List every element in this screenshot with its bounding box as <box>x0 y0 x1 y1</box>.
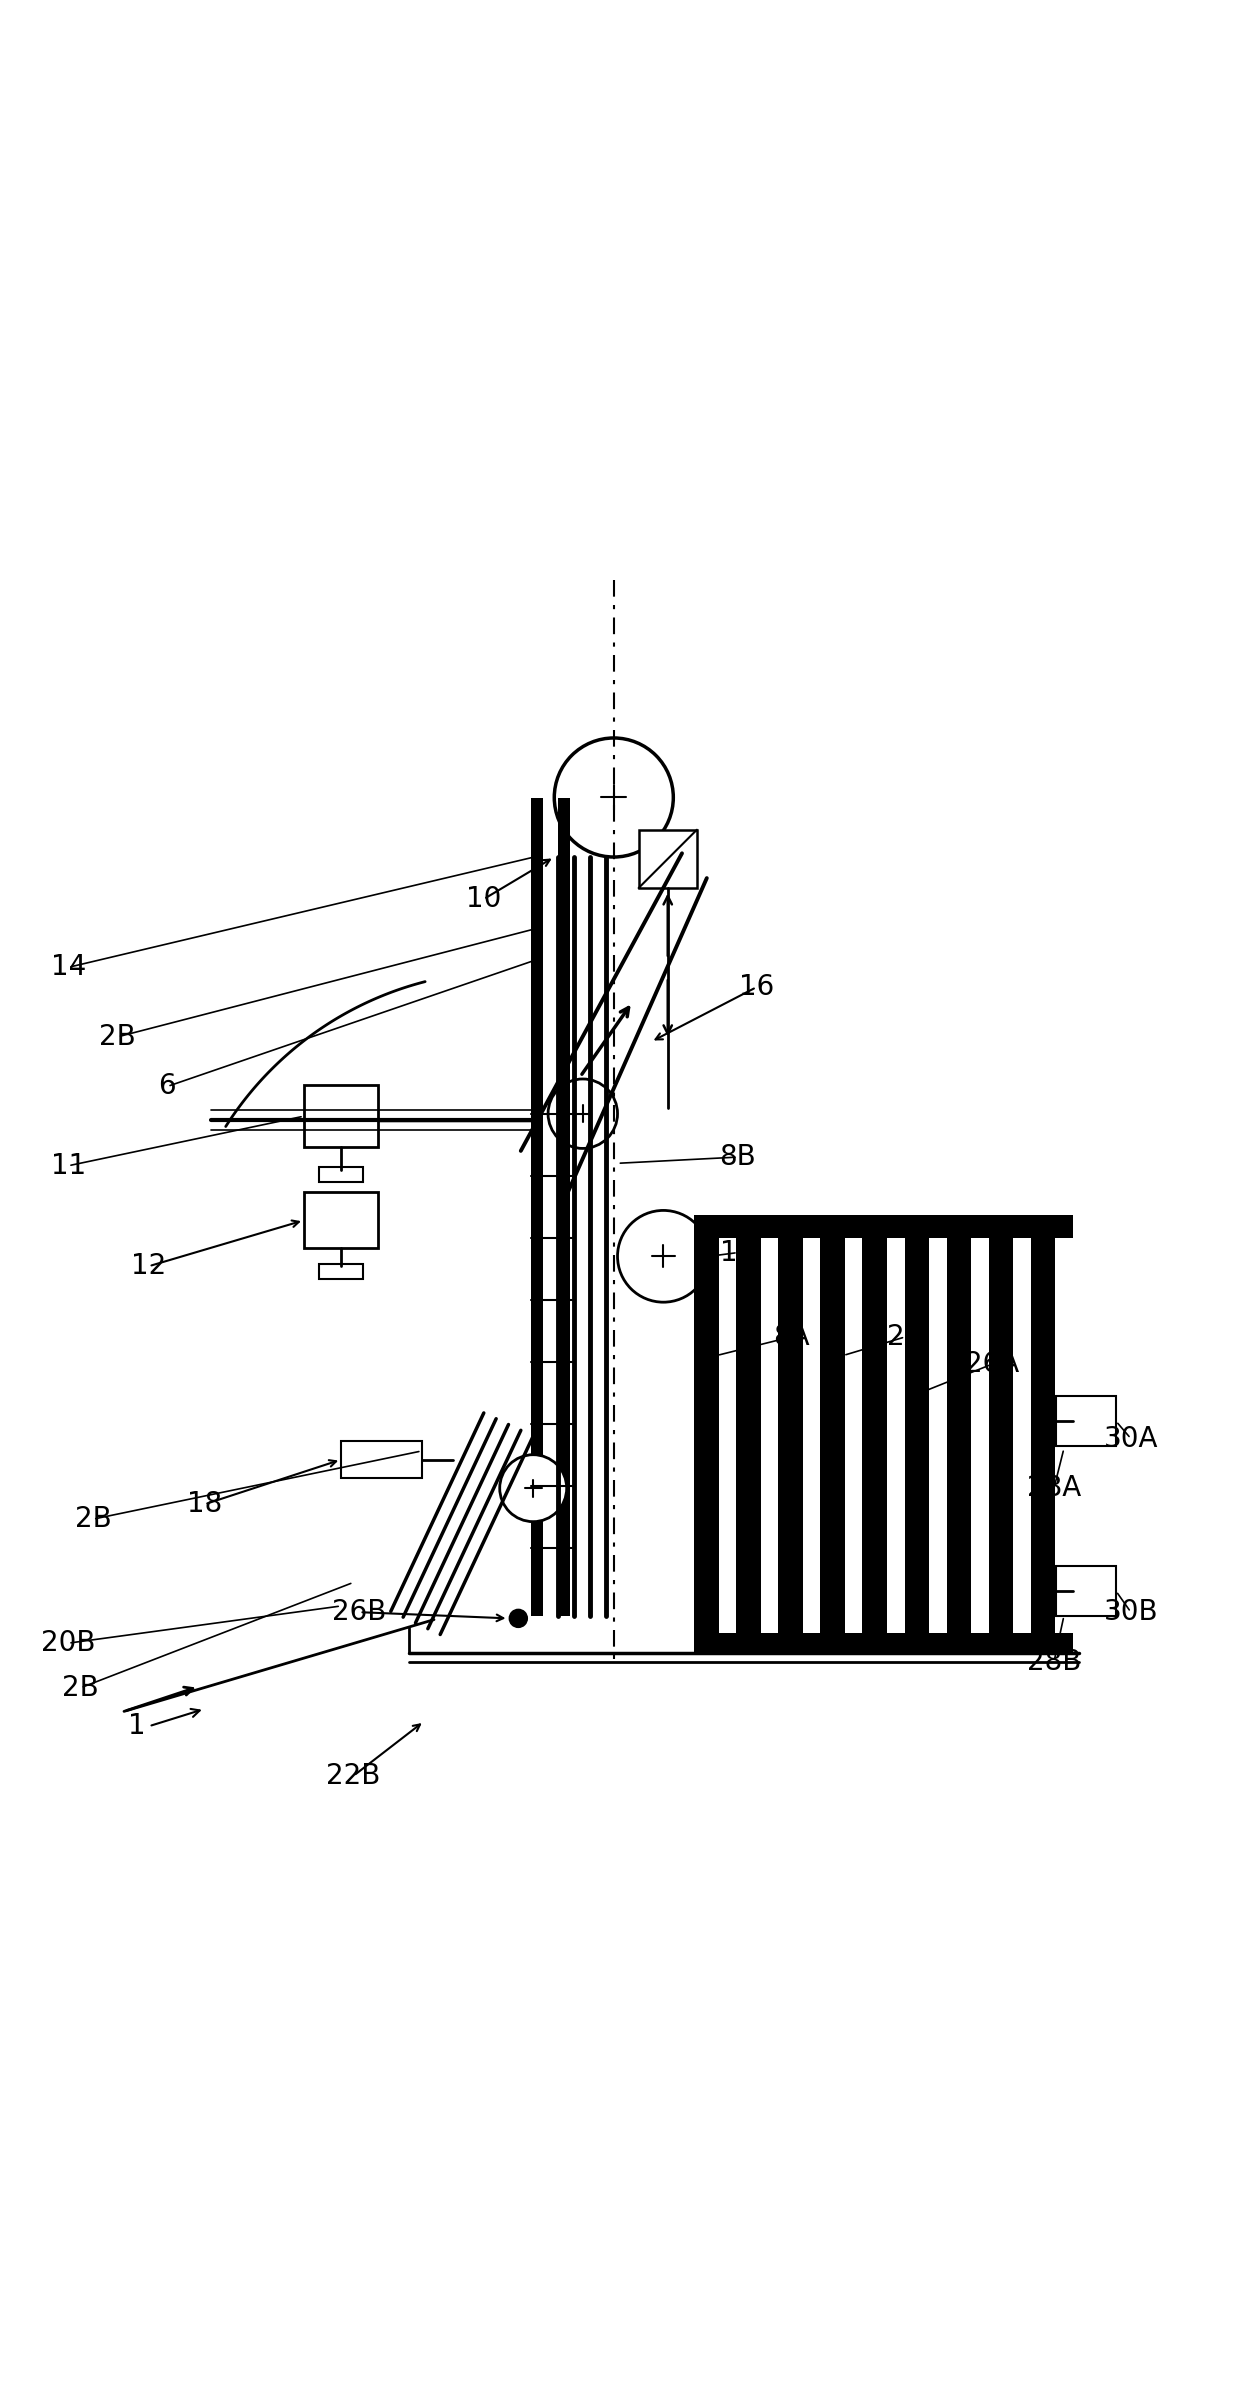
Text: 2B: 2B <box>74 1505 112 1534</box>
Text: 14: 14 <box>51 953 86 982</box>
Text: 18: 18 <box>187 1491 222 1517</box>
Bar <box>1056 1397 1116 1445</box>
Bar <box>863 1234 888 1637</box>
Circle shape <box>548 1078 618 1148</box>
Text: 20B: 20B <box>41 1630 95 1657</box>
Text: 10: 10 <box>466 886 501 912</box>
Text: 8A: 8A <box>773 1323 810 1352</box>
Circle shape <box>554 737 673 857</box>
Bar <box>694 1215 1073 1237</box>
Bar <box>988 1234 1013 1637</box>
Bar <box>1056 1565 1116 1616</box>
Bar <box>904 1234 929 1637</box>
Text: 8B: 8B <box>719 1143 756 1172</box>
Text: 26A: 26A <box>965 1349 1019 1378</box>
Text: 12: 12 <box>131 1253 166 1280</box>
Bar <box>946 1234 971 1637</box>
Text: 26B: 26B <box>332 1599 387 1625</box>
Bar <box>319 1167 363 1181</box>
Bar <box>304 1191 378 1249</box>
Text: 16: 16 <box>739 972 774 1001</box>
Text: 1: 1 <box>128 1712 145 1741</box>
Text: 11: 11 <box>51 1152 86 1179</box>
Bar <box>694 1633 1073 1654</box>
Text: 22B: 22B <box>326 1762 381 1789</box>
Text: 2A: 2A <box>887 1323 924 1352</box>
Bar <box>341 1441 422 1479</box>
Bar <box>558 797 570 1616</box>
Bar <box>694 1220 704 1654</box>
Bar <box>1030 1234 1055 1637</box>
Circle shape <box>618 1210 709 1301</box>
Text: 28A: 28A <box>1027 1474 1081 1503</box>
Bar <box>694 1234 719 1637</box>
Text: 30B: 30B <box>1104 1599 1158 1625</box>
Bar <box>319 1263 363 1280</box>
Bar <box>821 1234 846 1637</box>
Text: 6: 6 <box>159 1073 176 1100</box>
Text: 28B: 28B <box>1027 1647 1081 1676</box>
Text: 30A: 30A <box>1104 1424 1158 1453</box>
Text: 2B: 2B <box>62 1673 99 1702</box>
Bar <box>737 1234 761 1637</box>
Circle shape <box>500 1455 567 1522</box>
Text: 13: 13 <box>720 1239 755 1268</box>
Bar <box>304 1085 378 1148</box>
Circle shape <box>510 1609 527 1628</box>
Text: 2B: 2B <box>99 1023 136 1052</box>
Bar <box>779 1234 804 1637</box>
Bar <box>639 831 697 888</box>
Bar <box>531 797 543 1616</box>
